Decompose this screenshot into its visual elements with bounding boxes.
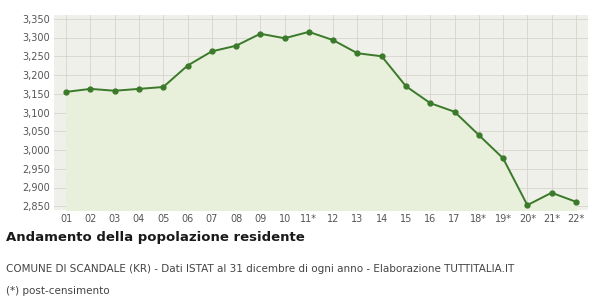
Text: COMUNE DI SCANDALE (KR) - Dati ISTAT al 31 dicembre di ogni anno - Elaborazione : COMUNE DI SCANDALE (KR) - Dati ISTAT al …	[6, 263, 514, 274]
Text: (*) post-censimento: (*) post-censimento	[6, 286, 110, 296]
Text: Andamento della popolazione residente: Andamento della popolazione residente	[6, 232, 305, 244]
